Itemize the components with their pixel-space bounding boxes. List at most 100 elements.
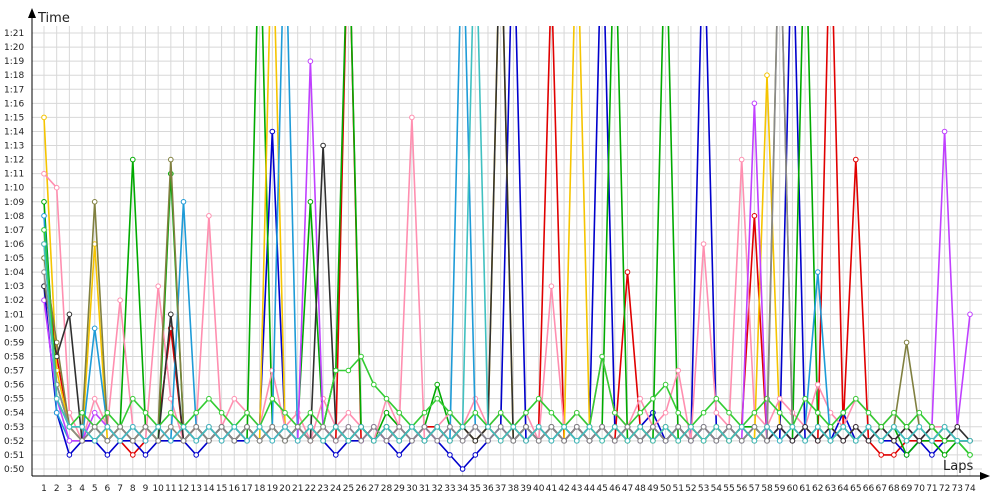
x-tick-label: 34 — [457, 484, 469, 494]
data-point — [180, 199, 187, 205]
data-point — [320, 438, 326, 444]
y-tick-label: 1:20 — [4, 43, 24, 53]
data-point — [130, 452, 136, 458]
data-point — [409, 424, 415, 430]
data-point — [130, 395, 136, 402]
data-point — [789, 424, 796, 430]
data-point — [637, 438, 644, 444]
x-tick-label: 45 — [596, 484, 607, 494]
data-point — [802, 438, 808, 444]
data-point — [941, 438, 948, 444]
data-point — [345, 424, 352, 430]
data-point — [929, 452, 935, 458]
data-point — [142, 438, 149, 444]
data-point — [815, 438, 821, 444]
data-point — [447, 438, 453, 444]
x-tick-label: 38 — [508, 484, 520, 494]
axes — [28, 8, 990, 480]
data-point — [726, 409, 732, 416]
data-point — [548, 438, 555, 444]
data-point — [117, 438, 123, 444]
data-point — [383, 395, 390, 402]
x-tick-label: 67 — [875, 484, 886, 494]
data-point — [409, 114, 415, 121]
x-tick-label: 21 — [292, 484, 303, 494]
data-point — [523, 424, 529, 430]
data-point — [244, 438, 250, 444]
data-point — [878, 424, 885, 430]
data-point — [256, 424, 263, 430]
data-point — [967, 452, 973, 458]
data-point — [751, 409, 758, 416]
data-point — [675, 438, 682, 444]
data-point — [91, 438, 98, 444]
data-point — [307, 424, 314, 430]
data-point — [307, 199, 314, 205]
data-point — [776, 409, 783, 416]
data-point — [142, 424, 149, 430]
data-point — [738, 438, 745, 444]
y-tick-label: 0:51 — [4, 451, 24, 461]
x-tick-label: 51 — [673, 484, 684, 494]
data-point — [776, 395, 783, 402]
data-point — [371, 438, 377, 444]
x-tick-label: 20 — [279, 484, 291, 494]
x-tick-label: 5 — [92, 484, 98, 494]
x-tick-label: 52 — [685, 484, 696, 494]
data-point — [282, 409, 288, 416]
data-point — [751, 438, 758, 444]
data-point — [320, 424, 326, 430]
data-point — [954, 438, 961, 444]
x-tick-label: 19 — [267, 484, 279, 494]
x-tick-label: 14 — [203, 484, 215, 494]
data-point — [650, 424, 656, 430]
data-point — [815, 269, 821, 275]
x-tick-label: 7 — [117, 484, 123, 494]
data-point — [282, 424, 288, 430]
data-point — [117, 297, 123, 304]
data-point — [472, 438, 479, 444]
data-point — [79, 409, 85, 416]
data-point — [751, 213, 758, 219]
x-tick-label: 43 — [571, 484, 582, 494]
y-tick-label: 1:06 — [4, 240, 24, 250]
data-point — [155, 424, 161, 430]
data-point — [91, 395, 98, 402]
data-point — [104, 409, 111, 416]
data-point — [548, 283, 555, 290]
data-point — [815, 409, 821, 416]
y-tick-label: 1:19 — [4, 57, 24, 67]
x-tick-label: 64 — [837, 484, 849, 494]
data-point — [104, 438, 111, 444]
y-axis-arrow — [28, 8, 36, 18]
data-point — [586, 438, 593, 444]
data-point — [41, 114, 47, 121]
data-point — [612, 424, 618, 430]
data-point — [434, 395, 441, 402]
x-tick-label: 36 — [482, 484, 494, 494]
data-point — [66, 311, 73, 318]
data-point — [713, 409, 720, 416]
data-point — [472, 452, 479, 458]
data-point — [294, 424, 301, 430]
data-point — [954, 424, 961, 430]
data-point — [599, 438, 605, 444]
x-tick-label: 62 — [812, 484, 823, 494]
x-tick-label: 13 — [190, 484, 201, 494]
x-tick-label: 66 — [863, 484, 875, 494]
x-tick-label: 12 — [178, 484, 189, 494]
data-point — [650, 395, 656, 402]
data-point — [713, 424, 720, 430]
data-point — [168, 156, 174, 163]
data-point — [510, 424, 517, 430]
x-tick-label: 29 — [393, 484, 405, 494]
x-tick-label: 8 — [130, 484, 136, 494]
x-tick-label: 59 — [774, 484, 786, 494]
x-tick-label: 42 — [558, 484, 569, 494]
x-tick-label: 1 — [41, 484, 47, 494]
x-tick-label: 4 — [79, 484, 85, 494]
data-point — [53, 409, 60, 416]
y-tick-label: 1:09 — [4, 198, 24, 208]
y-tick-label: 1:02 — [4, 296, 24, 306]
x-tick-label: 15 — [216, 484, 227, 494]
